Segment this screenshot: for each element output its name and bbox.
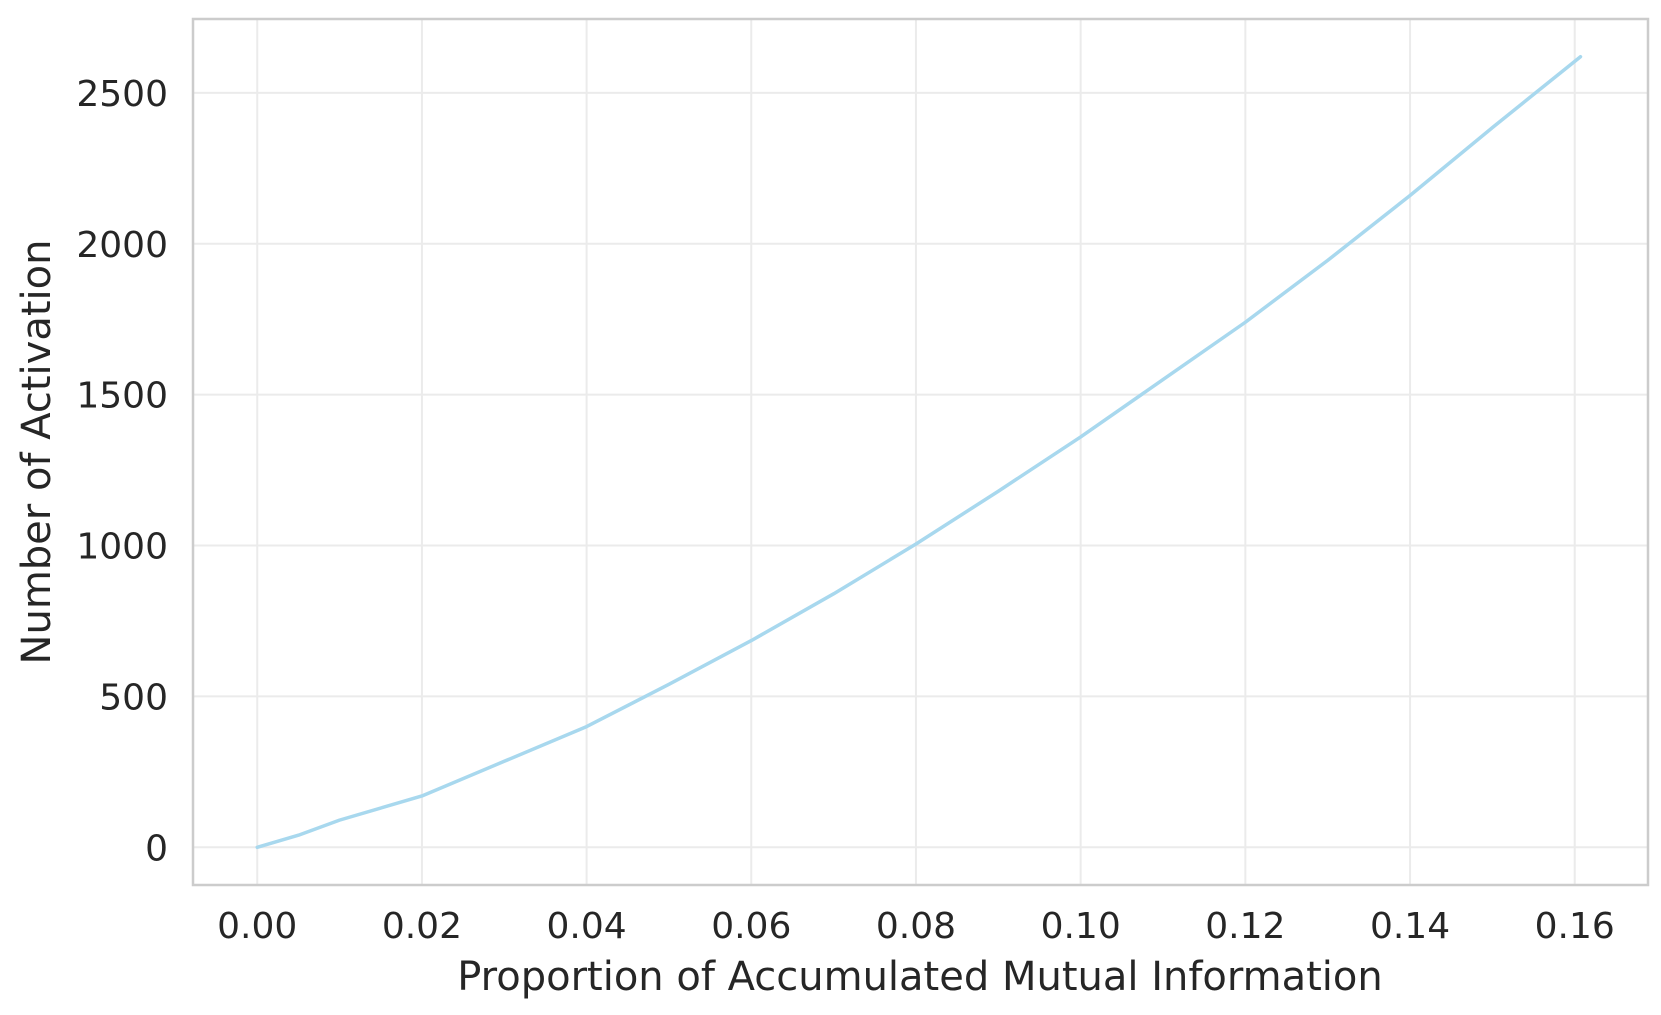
- y-tick-labels: 0 500 1000 1500 2000 2500: [76, 74, 168, 869]
- series-layer: [255, 54, 1583, 850]
- grid-lines: [193, 19, 1648, 885]
- x-tick-label: 0.12: [1205, 906, 1285, 947]
- plot-frame: [191, 17, 1650, 887]
- series-line: [255, 54, 1583, 850]
- x-tick-label: 0.02: [382, 906, 462, 947]
- x-tick-label: 0.08: [876, 906, 956, 947]
- x-axis-title: Proportion of Accumulated Mutual Informa…: [457, 954, 1383, 1000]
- y-axis-title: Number of Activation: [14, 240, 60, 665]
- x-tick-label: 0.16: [1535, 906, 1615, 947]
- y-tick-label: 2500: [76, 74, 168, 115]
- x-tick-labels: 0.00 0.02 0.04 0.06 0.08 0.10 0.12 0.14 0.16: [217, 906, 1615, 947]
- x-tick-label: 0.00: [217, 906, 297, 947]
- x-tick-label: 0.04: [547, 906, 627, 947]
- x-tick-label: 0.14: [1370, 906, 1450, 947]
- y-tick-label: 1000: [76, 527, 168, 568]
- y-tick-label: 1500: [76, 376, 168, 417]
- x-tick-label: 0.10: [1041, 906, 1121, 947]
- x-tick-label: 0.06: [711, 906, 791, 947]
- y-tick-label: 0: [145, 828, 168, 869]
- y-tick-label: 500: [99, 677, 168, 718]
- y-tick-label: 2000: [76, 225, 168, 266]
